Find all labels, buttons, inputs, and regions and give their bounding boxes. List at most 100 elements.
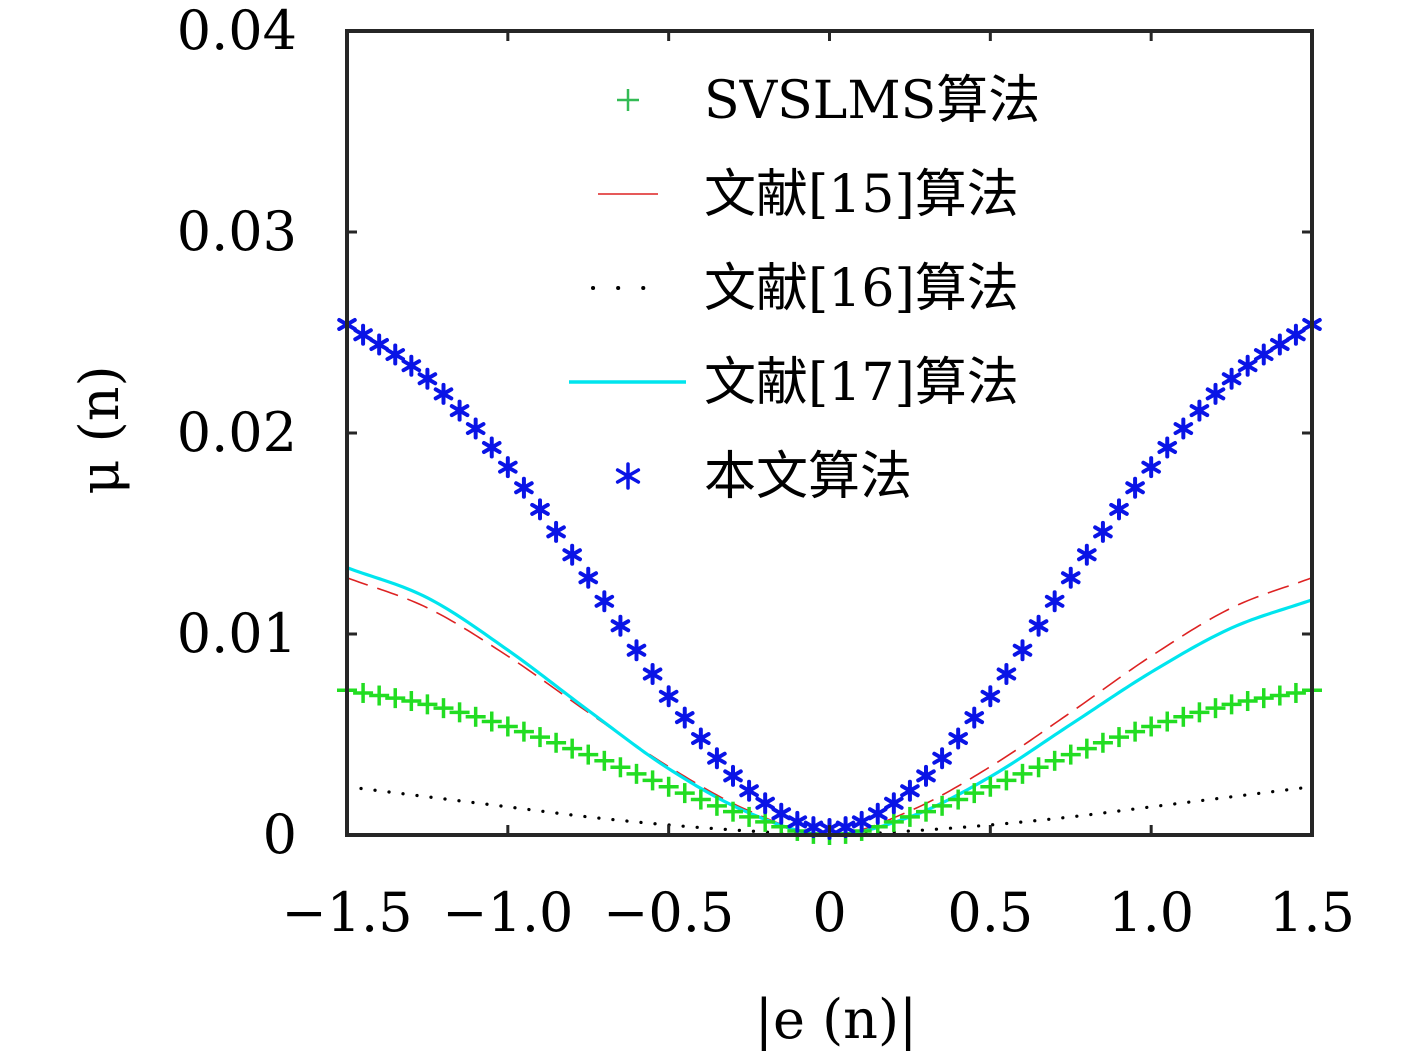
data-point [690, 789, 711, 810]
data-point [980, 776, 1001, 797]
asterisk-stroke [723, 769, 743, 783]
data-point [658, 776, 679, 797]
asterisk-stroke [964, 711, 985, 725]
asterisk-stroke [401, 359, 422, 373]
data-point [964, 706, 985, 729]
legend-label: 文献[15]算法 [704, 165, 1019, 225]
asterisk-stroke [626, 643, 647, 657]
x-tick-label: −1.0 [442, 881, 573, 944]
asterisk-stroke [867, 807, 888, 821]
data-point [626, 639, 647, 662]
asterisk-stroke [465, 422, 486, 436]
data-point [1157, 711, 1178, 732]
data-point [594, 590, 615, 613]
data-point [691, 727, 711, 750]
data-point [1270, 333, 1290, 356]
data-point [1076, 738, 1097, 759]
data-point [1125, 721, 1146, 742]
data-point [900, 779, 920, 802]
data-point [674, 706, 695, 729]
asterisk-stroke [615, 468, 641, 484]
data-point [899, 806, 920, 827]
asterisk-stroke [755, 796, 775, 810]
legend-item: 文献[15]算法 [598, 165, 1019, 225]
data-point [1189, 399, 1210, 422]
asterisk-stroke [353, 328, 373, 342]
series-3 [346, 566, 1313, 837]
data-point [498, 456, 518, 479]
data-point [723, 801, 743, 822]
data-point [353, 323, 373, 346]
asterisk-stroke [433, 387, 454, 401]
data-point [1092, 732, 1113, 753]
asterisk-stroke [739, 784, 759, 798]
y-tick-label: 0.02 [177, 401, 297, 464]
asterisk-stroke [1173, 422, 1194, 436]
data-point [449, 702, 470, 723]
asterisk-stroke [787, 815, 808, 829]
data-point [497, 716, 518, 737]
asterisk-stroke [851, 815, 872, 829]
data-point [465, 417, 486, 440]
asterisk-stroke [674, 711, 695, 725]
asterisk-stroke [1157, 441, 1178, 455]
asterisk-stroke [610, 619, 631, 633]
data-point [851, 810, 872, 833]
data-point [1237, 354, 1258, 377]
asterisk-stroke [771, 807, 792, 821]
data-point [1044, 750, 1065, 771]
data-point [1173, 706, 1194, 727]
data-point [658, 685, 679, 708]
data-point [594, 750, 615, 771]
data-point [1141, 716, 1162, 737]
asterisk-stroke [691, 732, 711, 746]
legend-item: SVSLMS算法 [617, 71, 1040, 131]
data-point [1253, 688, 1274, 709]
data-point [1286, 323, 1306, 346]
asterisk-stroke [1237, 359, 1258, 373]
data-point [610, 757, 631, 778]
data-point [723, 764, 743, 787]
asterisk-stroke [835, 820, 856, 834]
asterisk-stroke [932, 751, 952, 765]
data-point [1237, 691, 1258, 712]
data-point [1109, 498, 1129, 521]
asterisk-stroke [369, 338, 389, 352]
series-1 [346, 576, 1313, 836]
y-tick-label: 0.03 [177, 200, 297, 263]
asterisk-stroke [996, 667, 1017, 681]
data-point [1012, 639, 1033, 662]
x-tick-label: −0.5 [603, 881, 734, 944]
series-line [346, 566, 1313, 837]
legend-item: 本文算法 [615, 447, 912, 507]
data-point [1060, 566, 1081, 589]
asterisk-stroke [1060, 571, 1081, 585]
data-point [706, 795, 727, 816]
asterisk-stroke [594, 594, 615, 608]
asterisk-stroke [481, 441, 502, 455]
data-point [1028, 614, 1049, 637]
data-point [964, 783, 985, 804]
data-point [932, 747, 952, 770]
data-point [739, 806, 760, 827]
asterisk-stroke [1141, 460, 1161, 474]
data-point [642, 770, 663, 791]
data-point [883, 811, 904, 832]
data-point [1221, 694, 1242, 715]
data-point [369, 685, 390, 706]
data-point [771, 802, 792, 825]
x-tick-label: 1.5 [1269, 881, 1355, 944]
data-point [1044, 590, 1065, 613]
data-point [481, 436, 502, 459]
asterisk-stroke [980, 689, 1001, 703]
data-point [1012, 763, 1033, 784]
x-tick-label: 0 [812, 881, 846, 944]
x-tick-label: −1.5 [281, 881, 412, 944]
data-point [707, 747, 727, 770]
data-point [369, 333, 389, 356]
y-tick-label: 0.01 [177, 602, 297, 665]
data-point [948, 727, 968, 750]
asterisk-stroke [449, 404, 470, 418]
asterisk-stroke [578, 571, 599, 585]
